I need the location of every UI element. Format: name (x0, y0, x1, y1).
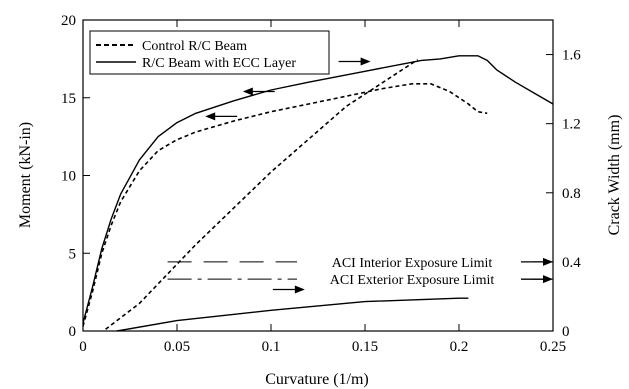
y2-tick-label: 0 (562, 324, 570, 340)
y-tick-label: 5 (69, 246, 77, 262)
legend-box (89, 30, 330, 75)
series-line-control-r-c-beam (82, 83, 488, 327)
axis-arrow-right-axis (521, 275, 553, 284)
series-line-r-c-beam-with-ecc-layer (82, 55, 554, 324)
y2-tick-label: 0.4 (562, 255, 581, 271)
legend-label-control: Control R/C Beam (142, 39, 247, 54)
x-tick-label: 0.05 (164, 339, 190, 355)
plot-layer: ACI Interior Exposure Limit ACI Exterior … (82, 55, 554, 332)
axis-arrow-right-axis (272, 285, 305, 294)
y2-tick-label: 0.8 (562, 186, 581, 202)
y2-tick-label: 1.6 (562, 48, 581, 64)
y2-axis-label: Crack Width (mm) (606, 115, 623, 236)
arrow-head (294, 285, 305, 294)
arrow-head (360, 57, 371, 66)
x-tick-label: 0.25 (540, 339, 566, 355)
arrow-head (242, 87, 253, 96)
axis-arrow-left-axis (242, 87, 275, 96)
legend: Control R/C Beam R/C Beam with ECC Layer (89, 30, 330, 75)
reference-label-aci-interior-exposure-limit: ACI Interior Exposure Limit (332, 256, 493, 271)
arrow-head (205, 112, 216, 121)
reference-label-aci-exterior-exposure-limit: ACI Exterior Exposure Limit (330, 273, 495, 288)
legend-label-ecc: R/C Beam with ECC Layer (142, 56, 296, 71)
axis-arrow-left-axis (205, 112, 238, 121)
series-line-control-r-c-beam-crack-width (105, 59, 419, 330)
y-tick-label: 0 (69, 324, 77, 340)
y-tick-label: 10 (61, 169, 76, 185)
x-tick-label: 0.15 (352, 339, 378, 355)
arrow-head (543, 275, 553, 284)
x-tick-label: 0.2 (450, 339, 469, 355)
y-tick-label: 20 (61, 13, 76, 29)
x-tick-label: 0.1 (262, 339, 281, 355)
y2-tick-label: 1.2 (562, 117, 581, 133)
x-tick-label: 0 (79, 339, 87, 355)
y-axis-label: Moment (kN-in) (17, 122, 34, 228)
x-axis-label: Curvature (1/m) (265, 371, 369, 388)
y-tick-label: 15 (61, 91, 76, 107)
axis-arrow-right-axis (338, 57, 371, 66)
series-line-r-c-beam-with-ecc-layer-crack-width (116, 297, 469, 332)
